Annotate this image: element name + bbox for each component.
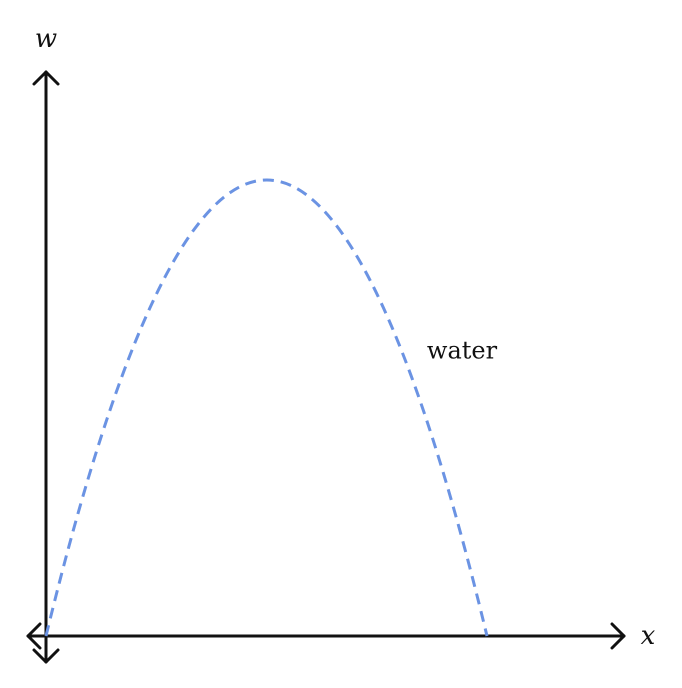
water-curve xyxy=(44,178,489,637)
vertical-axis-label: w xyxy=(35,24,57,54)
curve-label: water xyxy=(427,337,498,365)
horizontal-axis-label: x xyxy=(641,621,656,651)
horizontal-axis xyxy=(26,622,626,650)
vertical-axis xyxy=(32,70,60,664)
